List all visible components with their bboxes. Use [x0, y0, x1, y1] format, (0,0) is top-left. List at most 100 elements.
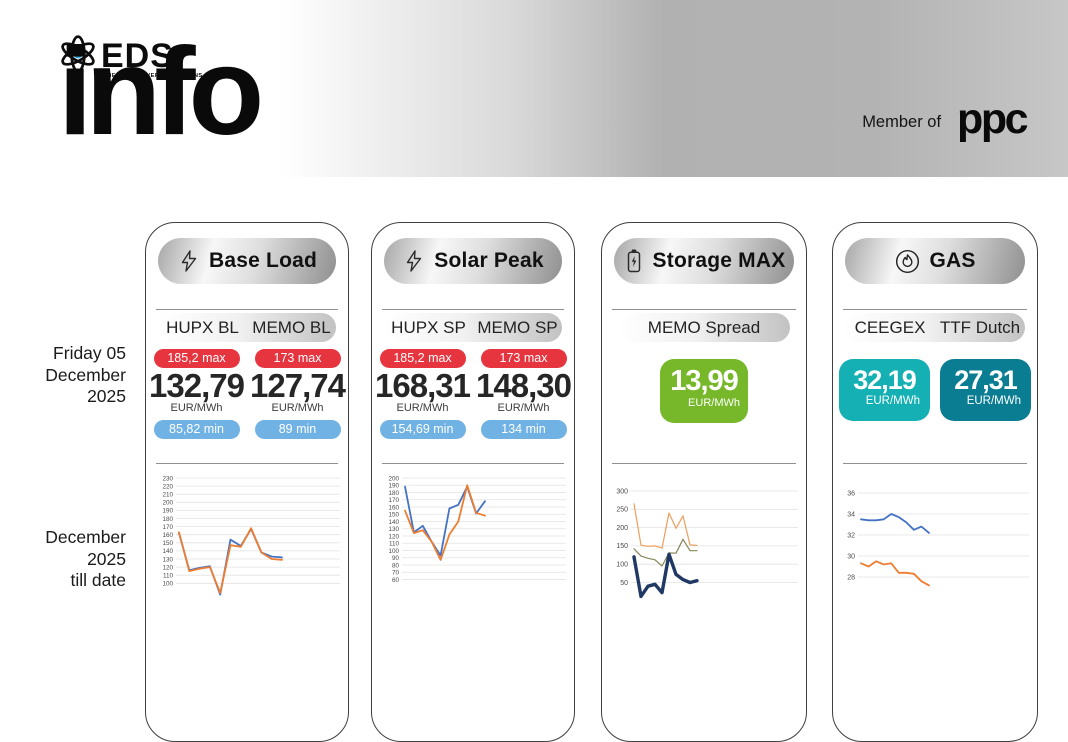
svg-text:170: 170	[162, 524, 173, 531]
member-of-label: Member of	[862, 113, 942, 131]
svg-text:90: 90	[392, 555, 400, 562]
divider	[382, 463, 564, 464]
divider	[612, 309, 796, 310]
price-value: 132,79	[149, 367, 245, 404]
svg-text:36: 36	[847, 490, 855, 497]
max-badge: 185,2 max	[153, 349, 240, 368]
price-value: 148,30	[476, 367, 572, 404]
column-header-band: HUPX SP MEMO SP	[384, 313, 562, 342]
svg-text:200: 200	[616, 525, 628, 532]
svg-text:250: 250	[616, 507, 628, 514]
stat-col-memo-bl: 173 max 127,74 EUR/MWh 89 min	[247, 349, 348, 439]
stats-row: 185,2 max 132,79 EUR/MWh 85,82 min 173 m…	[146, 349, 348, 439]
storage-max-chart: 300 250 200 150 100 50	[610, 469, 800, 669]
stat-col-hupx-bl: 185,2 max 132,79 EUR/MWh 85,82 min	[146, 349, 247, 439]
column-header: MEMO SP	[477, 317, 558, 337]
card-title: Storage MAX	[652, 249, 786, 272]
svg-text:60: 60	[392, 577, 400, 584]
divider	[612, 463, 796, 464]
stat-col-memo-sp: 173 max 148,30 EUR/MWh 134 min	[473, 349, 574, 439]
period-date-label: December 2025 till date	[45, 527, 126, 590]
column-header-band: HUPX BL MEMO BL	[158, 313, 336, 342]
min-badge: 134 min	[480, 420, 567, 439]
svg-text:100: 100	[162, 581, 173, 588]
card-solar-peak: Solar Peak HUPX SP MEMO SP 185,2 max 168…	[371, 222, 575, 742]
svg-text:230: 230	[162, 475, 173, 482]
header-banner: EDS ENERGY DELIVERY SOLUTIONS info Membe…	[0, 0, 1068, 177]
svg-text:32: 32	[847, 532, 855, 539]
svg-text:190: 190	[162, 508, 173, 515]
base-load-chart: 230 220 210 200 190 180 170 160 150 140 130 120 110 1…	[154, 469, 342, 669]
divider	[156, 309, 338, 310]
svg-text:110: 110	[163, 573, 174, 580]
card-title: GAS	[929, 249, 976, 272]
price-unit: EUR/MWh	[966, 395, 1021, 407]
min-badge: 85,82 min	[153, 420, 240, 439]
gas-chart: 36 34 32 30 28	[841, 469, 1031, 669]
svg-text:150: 150	[388, 512, 399, 519]
price-unit: EUR/MWh	[688, 397, 740, 409]
svg-text:150: 150	[162, 540, 173, 547]
min-badge: 89 min	[254, 420, 341, 439]
card-title: Solar Peak	[434, 249, 544, 272]
price-unit: EUR/MWh	[271, 402, 324, 414]
column-header: CEEGEX	[854, 317, 926, 337]
price-value: 13,99	[670, 365, 739, 397]
price-unit: EUR/MWh	[396, 402, 449, 414]
svg-text:210: 210	[162, 492, 173, 499]
card-storage-max: Storage MAX MEMO Spread 13,99 EUR/MWh 30…	[601, 222, 807, 742]
atom-nucleus	[73, 49, 83, 59]
svg-text:100: 100	[616, 562, 628, 569]
svg-text:160: 160	[388, 504, 399, 511]
card-base-load: Base Load HUPX BL MEMO BL 185,2 max 132,…	[145, 222, 349, 742]
atom-icon	[61, 35, 95, 73]
svg-text:180: 180	[162, 516, 173, 523]
max-badge: 173 max	[480, 349, 567, 368]
divider	[843, 463, 1027, 464]
svg-text:140: 140	[388, 519, 399, 526]
daily-date-label: Friday 05 December 2025	[45, 343, 126, 406]
svg-text:170: 170	[388, 497, 399, 504]
column-header-band: MEMO Spread	[618, 313, 790, 342]
svg-text:190: 190	[388, 483, 399, 490]
svg-text:120: 120	[388, 533, 399, 540]
lightning-icon	[407, 250, 422, 272]
svg-text:110: 110	[389, 541, 400, 548]
price-unit: EUR/MWh	[170, 402, 223, 414]
gas-price-boxes: 32,19 EUR/MWh 27,31 EUR/MWh	[839, 359, 1031, 421]
divider	[843, 309, 1027, 310]
card-title-pill: GAS	[845, 238, 1025, 284]
column-header: TTF Dutch	[939, 317, 1021, 337]
ttf-value-box: 27,31 EUR/MWh	[940, 359, 1031, 421]
member-of-row: Member of ppc	[862, 95, 1028, 147]
price-value: 168,31	[375, 367, 471, 404]
svg-text:34: 34	[847, 511, 855, 518]
svg-text:100: 100	[388, 548, 399, 555]
price-value: 32,19	[853, 365, 917, 395]
solar-peak-chart: 200 190 180 170 160 150 140 130 120 110 100 90 80 70 6…	[380, 469, 568, 669]
card-title-pill: Base Load	[158, 238, 336, 284]
min-badge: 154,69 min	[379, 420, 466, 439]
stat-col-hupx-sp: 185,2 max 168,31 EUR/MWh 154,69 min	[372, 349, 473, 439]
svg-text:200: 200	[388, 475, 399, 482]
brand-tagline: ENERGY DELIVERY SOLUTIONS	[103, 73, 203, 79]
card-title-pill: Solar Peak	[384, 238, 562, 284]
page-title: info	[58, 23, 264, 161]
svg-text:140: 140	[162, 548, 173, 555]
svg-text:80: 80	[392, 562, 400, 569]
svg-text:160: 160	[162, 532, 173, 539]
max-badge: 185,2 max	[379, 349, 466, 368]
column-header-band: CEEGEX TTF Dutch	[845, 313, 1025, 342]
svg-text:70: 70	[392, 570, 400, 577]
price-unit: EUR/MWh	[497, 402, 550, 414]
ceegex-value-box: 32,19 EUR/MWh	[839, 359, 930, 421]
svg-text:220: 220	[162, 483, 173, 490]
battery-icon	[627, 249, 640, 273]
column-header: MEMO BL	[252, 317, 331, 337]
price-unit: EUR/MWh	[865, 395, 920, 407]
svg-text:180: 180	[388, 490, 399, 497]
ppc-logo: ppc	[957, 95, 1028, 143]
divider	[382, 309, 564, 310]
divider	[156, 463, 338, 464]
column-header: HUPX SP	[391, 317, 466, 337]
